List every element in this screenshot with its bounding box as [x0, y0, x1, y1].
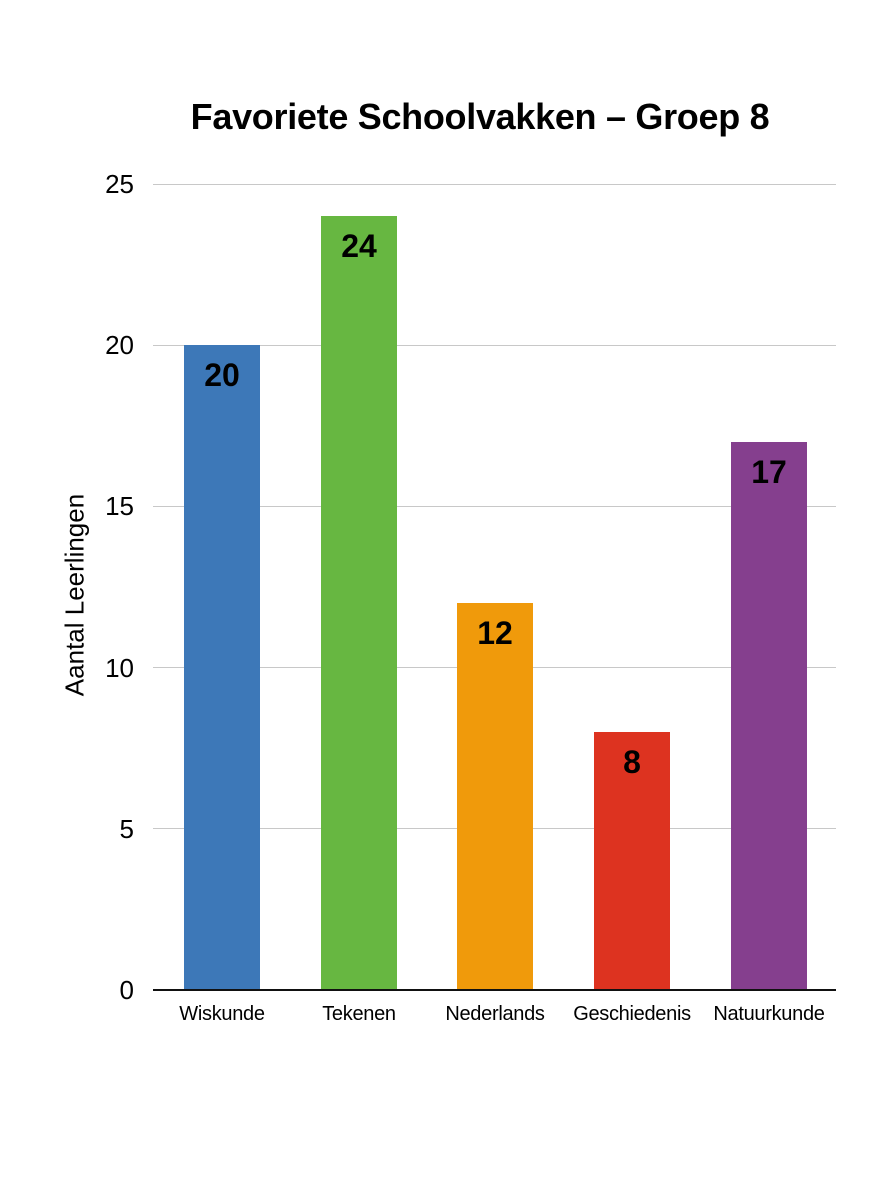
y-tick-25: 25 [105, 169, 134, 199]
bar-natuurkunde: 17 [731, 442, 807, 990]
bar-geschiedenis: 8 [594, 732, 670, 990]
gridline-25 [153, 184, 836, 185]
x-tick-natuurkunde: Natuurkunde [713, 1003, 825, 1025]
bar-nederlands: 12 [457, 603, 533, 990]
x-axis-line [153, 989, 836, 991]
plot-area: 20 24 12 8 17 [153, 184, 836, 991]
x-tick-tekenen: Tekenen [322, 1003, 396, 1025]
y-tick-20: 20 [105, 330, 134, 360]
bar-wiskunde: 20 [184, 345, 260, 990]
bar-value-label: 8 [623, 744, 641, 780]
x-tick-wiskunde: Wiskunde [179, 1003, 265, 1025]
y-tick-5: 5 [119, 814, 134, 844]
bar-tekenen: 24 [321, 216, 397, 990]
y-tick-10: 10 [105, 653, 134, 683]
gridline-20 [153, 345, 836, 346]
bar-value-label: 12 [477, 615, 513, 651]
gridline-15 [153, 506, 836, 507]
bar-value-label: 24 [341, 228, 377, 264]
y-tick-0: 0 [119, 975, 134, 1005]
bar-value-label: 20 [204, 357, 240, 393]
x-tick-nederlands: Nederlands [445, 1003, 545, 1025]
y-tick-15: 15 [105, 491, 134, 521]
chart-title: Favoriete Schoolvakken – Groep 8 [190, 96, 770, 137]
x-tick-geschiedenis: Geschiedenis [573, 1003, 691, 1025]
bar-value-label: 17 [751, 454, 787, 490]
